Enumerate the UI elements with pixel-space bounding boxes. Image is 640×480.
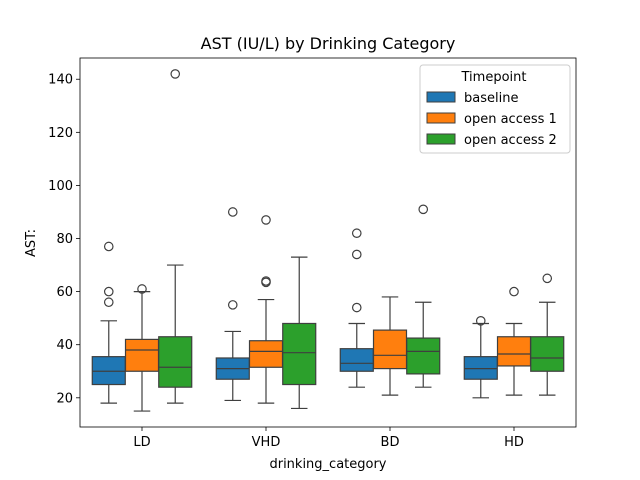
outlier-point [351, 302, 362, 313]
outlier-point [103, 241, 114, 252]
plot-area [79, 57, 577, 428]
x-tick-label: LD [133, 435, 150, 450]
outlier-point [103, 297, 114, 308]
box-iqr [372, 329, 408, 370]
outlier-point [227, 207, 238, 217]
box-iqr [530, 336, 565, 372]
legend: Timepoint baseline open access 1 open acces… [419, 64, 571, 154]
y-tick-label: 40 [56, 338, 73, 353]
x-tick-label: BD [381, 435, 400, 450]
legend-title: Timepoint [461, 70, 527, 85]
outlier-point [170, 69, 181, 79]
x-tick-label: HD [504, 435, 524, 450]
outlier-point [509, 286, 519, 297]
legend-swatch [426, 112, 456, 124]
box-iqr [406, 337, 441, 375]
y-axis-label: AST: [24, 229, 39, 257]
legend-swatch [426, 133, 456, 145]
box-iqr [91, 356, 126, 386]
outlier-point [475, 316, 486, 326]
legend-box [419, 64, 571, 154]
box-iqr [339, 348, 374, 372]
outlier-point [542, 273, 553, 284]
outlier-point [351, 228, 362, 239]
legend-entry: baseline [464, 91, 518, 106]
box-HD-0 [463, 316, 498, 399]
y-tick-label: 100 [48, 179, 73, 194]
box-HD-1 [496, 286, 532, 396]
x-axis: LD VHD BD HD [133, 427, 524, 450]
box-iqr [248, 340, 284, 368]
y-tick-label: 120 [48, 126, 73, 141]
x-axis-label: drinking_category [269, 457, 386, 472]
outlier-point [137, 284, 147, 294]
y-tick-label: 80 [56, 232, 73, 247]
legend-entry: open access 2 [464, 133, 557, 148]
box-BD-1 [372, 296, 408, 396]
y-tick-label: 20 [56, 391, 73, 406]
box-iqr [124, 338, 160, 372]
outlier-point [261, 215, 271, 225]
legend-swatch [426, 91, 456, 103]
x-tick-label: VHD [252, 435, 281, 450]
chart-title: AST (IU/L) by Drinking Category [201, 34, 456, 53]
box-BD-2 [406, 204, 441, 388]
legend-entry: open access 1 [464, 112, 557, 127]
box-HD-2 [530, 273, 565, 396]
box-iqr [158, 336, 193, 388]
box-VHD-2 [282, 256, 317, 410]
box-LD-2 [158, 69, 193, 404]
outlier-point [227, 300, 238, 310]
box-VHD-1 [248, 215, 284, 404]
y-tick-label: 60 [56, 285, 73, 300]
outlier-point [351, 249, 362, 260]
outlier-point [418, 204, 429, 215]
plot-frame [79, 57, 577, 428]
box-VHD-0 [215, 207, 250, 402]
outlier-point [261, 276, 271, 286]
box-LD-0 [91, 241, 126, 404]
outlier-point [103, 286, 114, 297]
box-iqr [282, 322, 317, 386]
box-iqr [496, 336, 532, 367]
y-tick-label: 140 [48, 73, 73, 88]
box-BD-0 [339, 228, 374, 388]
y-axis: 20 40 60 80 100 120 140 [48, 73, 80, 406]
box-LD-1 [124, 284, 160, 412]
box-iqr [463, 356, 498, 380]
